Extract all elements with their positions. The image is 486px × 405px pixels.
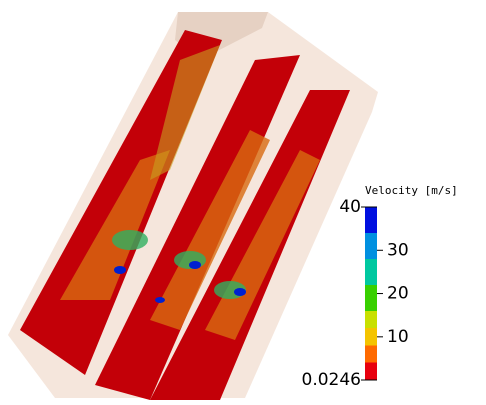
colorbar-title: Velocity [m/s] [365,184,458,197]
visualization: Velocity [m/s] 40 0.0246 10 20 30 [0,0,486,405]
colorbar-tick-label: 30 [387,240,409,260]
colorbar-tick-label: 10 [387,327,409,347]
colorbar [365,207,377,380]
colorbar-tick-label: 20 [387,284,409,304]
colorbar-min-label: 0.0246 [302,370,361,390]
geometry [8,12,378,400]
colorbar-max-label: 40 [339,197,361,217]
